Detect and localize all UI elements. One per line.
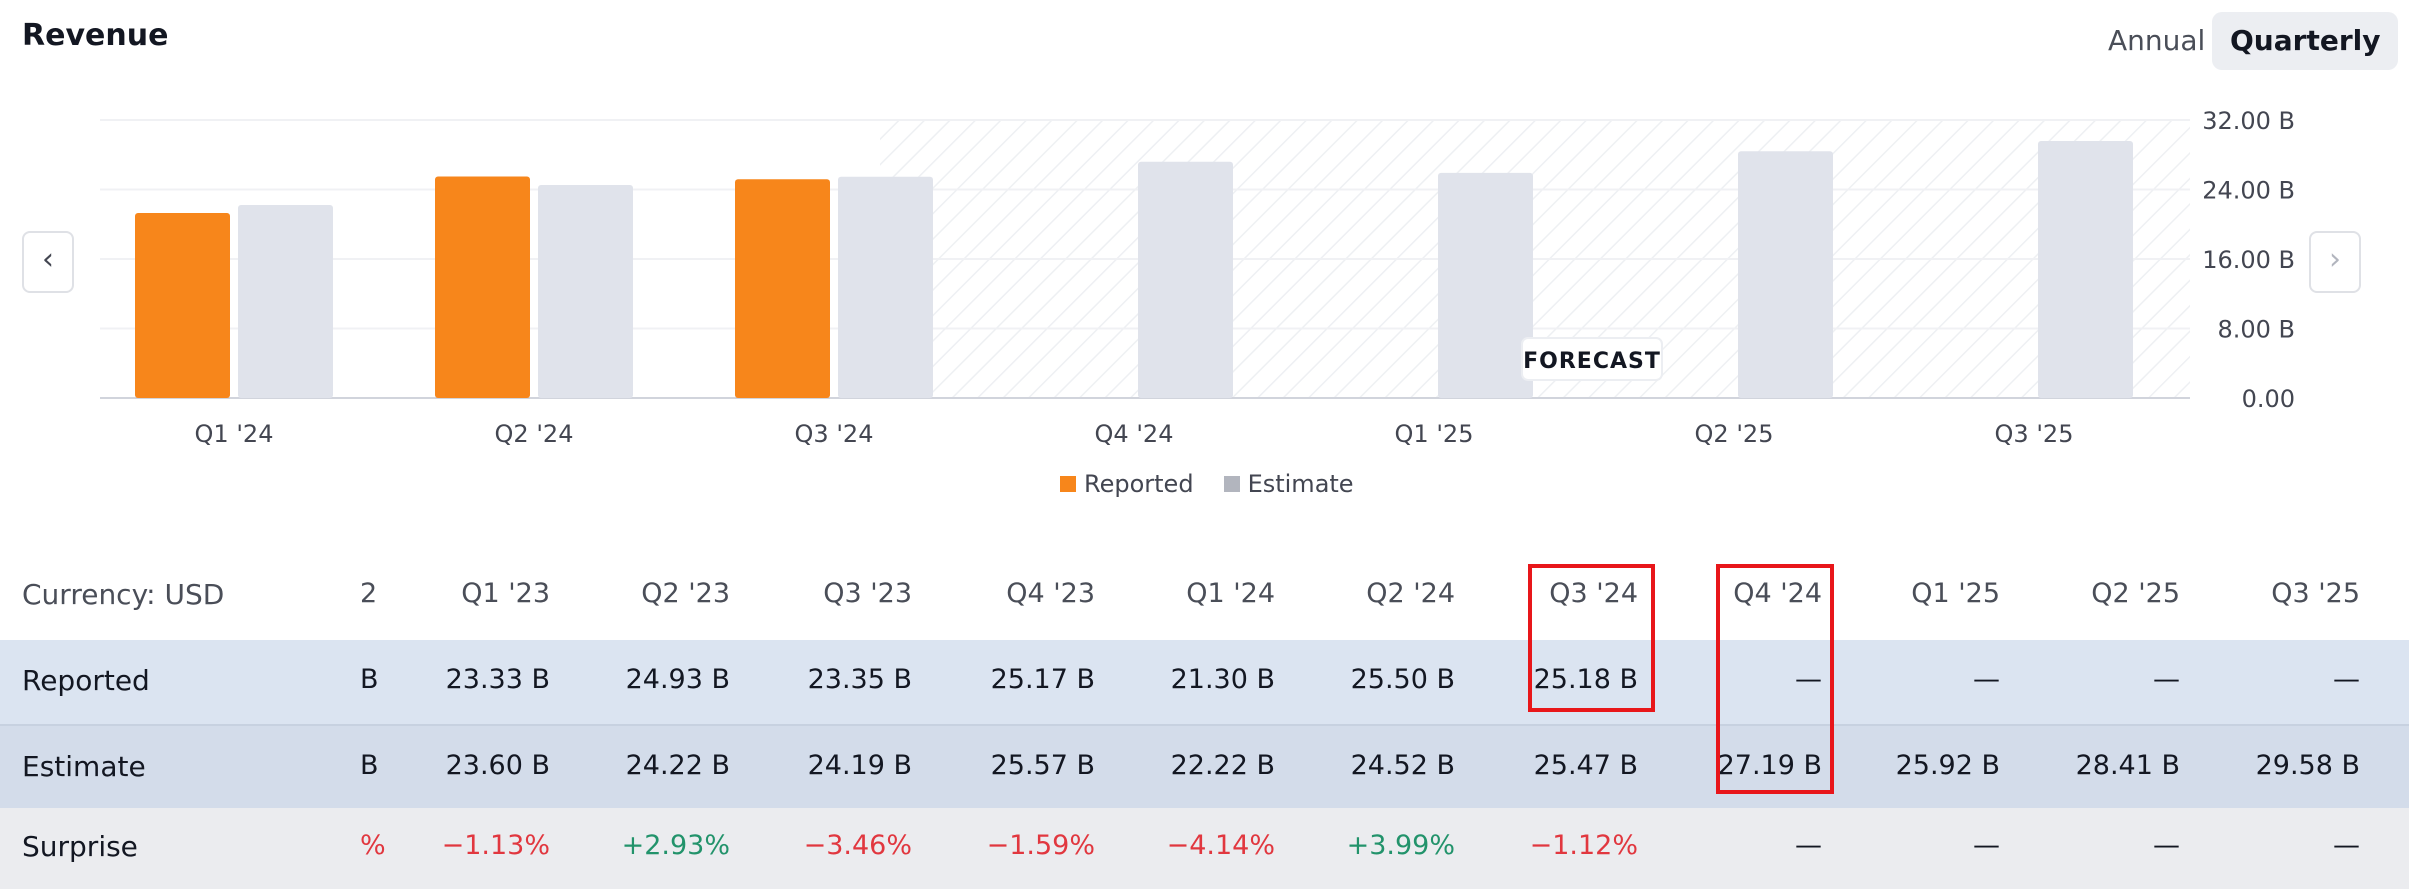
bar-estimate[interactable] <box>1738 151 1833 398</box>
table-cell-reported: — <box>2333 664 2360 695</box>
table-cell-estimate: 24.22 B <box>625 750 730 781</box>
table-row-surprise: Surprise % −1.13% +2.93% −3.46% −1.59% −4.14%… <box>0 808 2409 889</box>
x-tick-label: Q4 '24 <box>1095 420 1174 448</box>
legend-item-estimate[interactable]: Estimate <box>1223 470 1354 498</box>
table-cell-reported: — <box>2153 664 2180 695</box>
row-label-estimate: Estimate <box>22 750 146 783</box>
bar-estimate[interactable] <box>1438 172 1533 398</box>
column-header: Q3 '23 <box>823 578 912 609</box>
chart-legend: Reported Estimate <box>1060 470 1354 498</box>
y-tick-label: 24.00 B <box>2202 177 2295 205</box>
table-cell-estimate: 25.57 B <box>990 750 1095 781</box>
legend-swatch-estimate <box>1223 476 1240 492</box>
chart-title: Revenue <box>22 18 169 53</box>
column-header: Q1 '25 <box>1911 578 2000 609</box>
legend-label-reported: Reported <box>1084 470 1194 498</box>
table-cell-estimate: 28.41 B <box>2075 750 2180 781</box>
clipped-cell: B <box>360 664 379 695</box>
table-cell-estimate: 23.60 B <box>445 750 550 781</box>
x-tick-label: Q3 '25 <box>1995 420 2074 448</box>
column-header: Q1 '23 <box>461 578 550 609</box>
table-cell-estimate: 25.92 B <box>1895 750 2000 781</box>
bar-reported[interactable] <box>735 179 830 398</box>
table-cell-surprise: — <box>2333 830 2360 861</box>
table-cell-surprise: −4.14% <box>1166 830 1275 861</box>
table-cell-surprise: — <box>2153 830 2180 861</box>
column-header: Q3 '24 <box>1549 578 1638 609</box>
table-cell-estimate: 27.19 B <box>1717 750 1822 781</box>
table-cell-surprise: +3.99% <box>1346 830 1455 861</box>
table-cell-reported: 24.93 B <box>625 664 730 695</box>
bar-estimate[interactable] <box>538 184 633 398</box>
table-cell-reported: — <box>1973 664 2000 695</box>
annual-toggle[interactable]: Annual <box>2108 24 2206 57</box>
bar-reported[interactable] <box>435 176 530 398</box>
legend-item-reported[interactable]: Reported <box>1060 470 1194 498</box>
column-header: Q4 '23 <box>1006 578 1095 609</box>
table-header-row: Currency: USD 2 Q1 '23 Q2 '23 Q3 '23 Q4 '23… <box>0 550 2409 638</box>
y-tick-label: 16.00 B <box>2202 246 2295 274</box>
table-cell-surprise: −1.59% <box>986 830 1095 861</box>
quarterly-toggle[interactable]: Quarterly <box>2212 12 2399 70</box>
table-cell-estimate: 25.47 B <box>1533 750 1638 781</box>
column-header: Q2 '24 <box>1366 578 1455 609</box>
y-tick-label: 8.00 B <box>2217 316 2295 344</box>
table-cell-estimate: 24.52 B <box>1350 750 1455 781</box>
legend-label-estimate: Estimate <box>1247 470 1354 498</box>
column-header: Q3 '25 <box>2271 578 2360 609</box>
table-cell-reported: 25.17 B <box>990 664 1095 695</box>
row-label-surprise: Surprise <box>22 830 138 863</box>
table-cell-reported: 21.30 B <box>1170 664 1275 695</box>
bar-reported[interactable] <box>135 212 230 398</box>
table-row-estimate: Estimate B 23.60 B 24.22 B 24.19 B 25.57 B 22… <box>0 724 2409 810</box>
forecast-label: FORECAST <box>1523 349 1661 374</box>
legend-swatch-reported <box>1060 476 1076 492</box>
table-cell-surprise: — <box>1795 830 1822 861</box>
table-cell-surprise: +2.93% <box>621 830 730 861</box>
table-cell-estimate: 24.19 B <box>807 750 912 781</box>
table-cell-estimate: 29.58 B <box>2255 750 2360 781</box>
bar-estimate[interactable] <box>2038 141 2133 398</box>
table-row-reported: Reported B 23.33 B 24.93 B 23.35 B 25.17 B 21… <box>0 640 2409 724</box>
x-tick-label: Q2 '25 <box>1695 420 1774 448</box>
table-cell-reported: 25.18 B <box>1533 664 1638 695</box>
bar-estimate[interactable] <box>1138 161 1233 398</box>
table-cell-surprise: −1.12% <box>1529 830 1638 861</box>
y-tick-label: 0.00 <box>2242 385 2295 413</box>
table-cell-surprise: −1.13% <box>441 830 550 861</box>
revenue-chart: Q1 '24 Q2 '24 Q3 '24 Q4 '24 Q1 '25 Q2 '25 Q3 '… <box>100 107 2295 448</box>
x-tick-label: Q3 '24 <box>795 420 874 448</box>
bar-estimate[interactable] <box>838 176 933 398</box>
table-cell-surprise: — <box>1973 830 2000 861</box>
clipped-header-cell: 2 <box>360 578 378 609</box>
column-header: Q4 '24 <box>1733 578 1822 609</box>
forecast-tag: FORECAST <box>1521 337 1663 381</box>
row-label-reported: Reported <box>22 664 150 697</box>
clipped-cell: B <box>360 750 379 781</box>
chevron-left-icon[interactable]: ‹ <box>22 231 74 293</box>
highlight-box-q3-24 <box>1528 564 1655 712</box>
column-header: Q2 '23 <box>641 578 730 609</box>
table-cell-surprise: −3.46% <box>803 830 912 861</box>
table-cell-reported: 25.50 B <box>1350 664 1455 695</box>
table-cell-reported: 23.35 B <box>807 664 912 695</box>
x-tick-label: Q1 '24 <box>195 420 274 448</box>
currency-label: Currency: USD <box>22 578 225 611</box>
column-header: Q2 '25 <box>2091 578 2180 609</box>
table-cell-reported: — <box>1795 664 1822 695</box>
x-tick-label: Q2 '24 <box>495 420 574 448</box>
highlight-box-q4-24 <box>1716 564 1834 794</box>
table-cell-estimate: 22.22 B <box>1170 750 1275 781</box>
y-tick-label: 32.00 B <box>2202 107 2295 135</box>
x-tick-label: Q1 '25 <box>1395 420 1474 448</box>
chevron-right-icon[interactable]: › <box>2309 231 2361 293</box>
clipped-cell: % <box>360 830 386 861</box>
bar-estimate[interactable] <box>238 204 333 398</box>
column-header: Q1 '24 <box>1186 578 1275 609</box>
table-cell-reported: 23.33 B <box>445 664 550 695</box>
